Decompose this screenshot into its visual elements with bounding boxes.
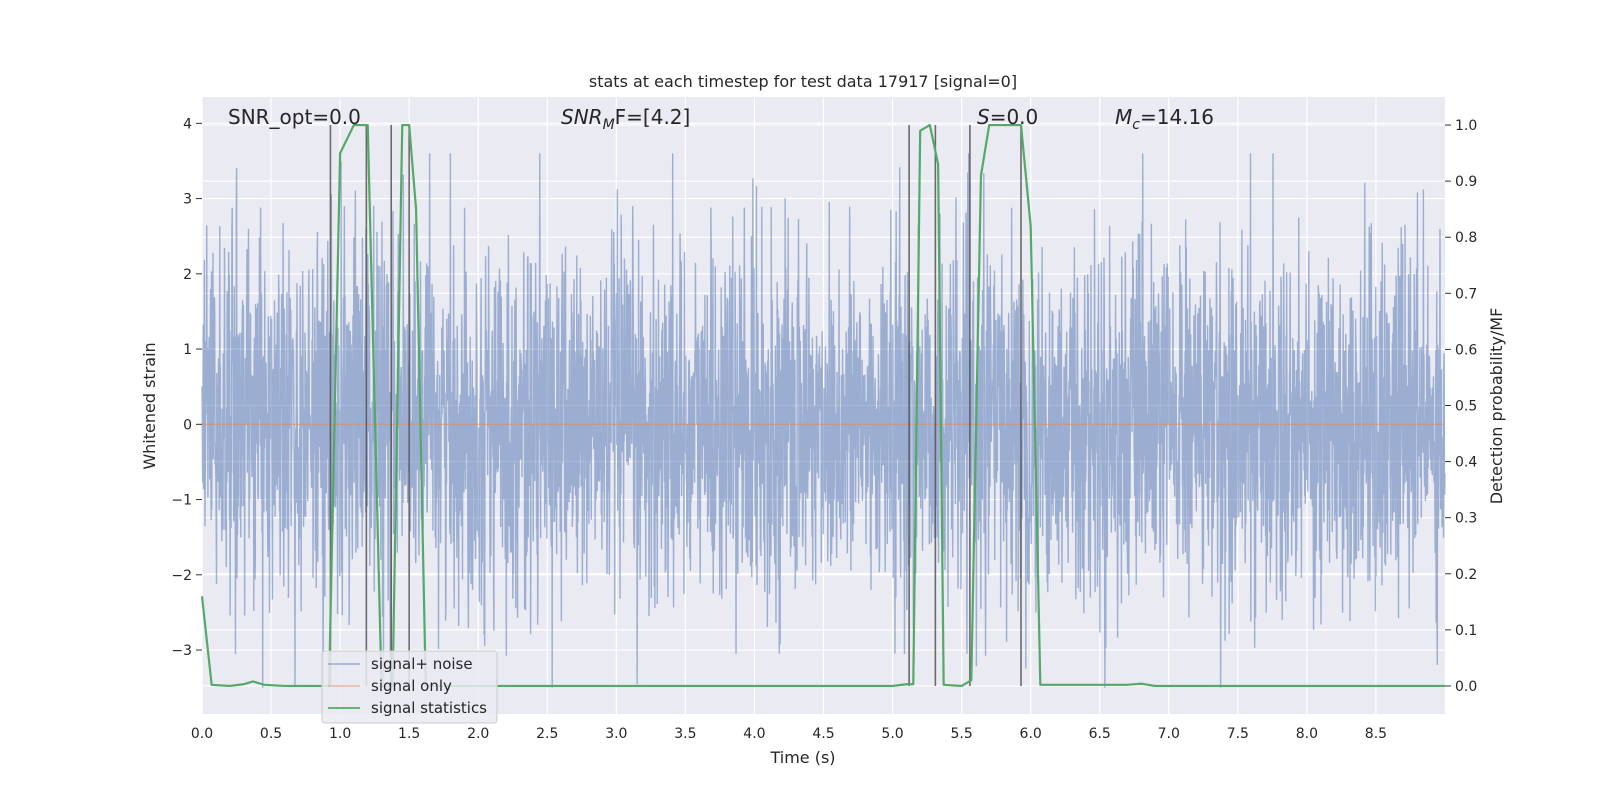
y2-tick-label: 1.0 — [1455, 118, 1477, 134]
x-tick-label: 5.0 — [881, 726, 903, 742]
legend-box — [321, 650, 498, 724]
axes: 0.0 0.5 1.0 1.5 2.0 2.5 3.0 3.5 4.0 4.5 5.0 5.5 6.0 6… — [171, 116, 1477, 742]
annotation-snr-mf: SNRMF=[4.2] — [561, 105, 690, 133]
x-tick-label: 0.0 — [191, 726, 213, 742]
x-tick-label: 4.5 — [812, 726, 834, 742]
y2-tick-label: 0.7 — [1455, 286, 1477, 302]
y2-tick-label: 0.5 — [1455, 399, 1477, 415]
y2-tick-label: 0.2 — [1455, 567, 1477, 583]
y2-tick-label: 0.8 — [1455, 230, 1477, 246]
x-tick-label: 5.5 — [950, 726, 972, 742]
y-axis-label: Whitened strain — [140, 342, 159, 469]
x-tick-label: 8.5 — [1365, 726, 1387, 742]
x-tick-label: 6.0 — [1020, 726, 1042, 742]
annotation-s-rest: =0.0 — [990, 105, 1039, 129]
x-tick-label: 3.5 — [674, 726, 696, 742]
y2-tick-label: 0.3 — [1455, 511, 1477, 527]
legend-label-statistics: signal statistics — [371, 699, 487, 717]
y2-tick-label: 0.1 — [1455, 623, 1477, 639]
annotation-s: S=0.0 — [977, 105, 1038, 129]
x-axis-label: Time (s) — [769, 748, 835, 767]
legend-label-noise: signal+ noise — [371, 655, 473, 673]
annotation-mc-rest: =14.16 — [1140, 105, 1214, 129]
legend-label-signal-only: signal only — [371, 677, 452, 695]
x-tick-label: 6.5 — [1089, 726, 1111, 742]
x-tick-label: 1.5 — [398, 726, 420, 742]
y-tick-label: −3 — [171, 643, 192, 659]
annotation-mc-base: M — [1115, 105, 1132, 129]
annotation-snr-opt: SNR_opt=0.0 — [228, 105, 361, 129]
y-tick-label: 2 — [183, 267, 192, 283]
legend: signal+ noise signal only signal statist… — [321, 650, 498, 724]
y-tick-label: 3 — [183, 192, 192, 208]
chart-title: stats at each timestep for test data 179… — [589, 72, 1017, 91]
annotation-snr-mf-base: SNR — [561, 105, 603, 129]
x-tick-label: 1.0 — [329, 726, 351, 742]
x-tick-label: 2.5 — [536, 726, 558, 742]
x-tick-label: 8.0 — [1296, 726, 1318, 742]
annotation-s-italic: S — [977, 105, 990, 129]
x-tick-label: 7.5 — [1227, 726, 1249, 742]
annotation-snr-mf-rest: F=[4.2] — [615, 105, 691, 129]
x-tick-label: 7.0 — [1158, 726, 1180, 742]
y2-tick-label: 0.6 — [1455, 342, 1477, 358]
y-tick-label: −2 — [171, 568, 192, 584]
x-tick-label: 0.5 — [260, 726, 282, 742]
y-tick-label: 0 — [183, 417, 192, 433]
y2-tick-label: 0.4 — [1455, 455, 1477, 471]
x-tick-label: 3.0 — [605, 726, 627, 742]
y2-tick-label: 0.9 — [1455, 174, 1477, 190]
annotation-mc: Mc=14.16 — [1115, 105, 1214, 133]
y2-tick-label: 0.0 — [1455, 679, 1477, 695]
detection-markers — [329, 125, 1022, 686]
y-tick-label: 4 — [183, 116, 192, 132]
annotation-mc-sub: c — [1132, 117, 1140, 133]
y-tick-label: 1 — [183, 342, 192, 358]
y-tick-label: −1 — [171, 493, 192, 509]
x-tick-label: 4.0 — [743, 726, 765, 742]
x-tick-label: 2.0 — [467, 726, 489, 742]
annotation-snr-mf-sub: M — [603, 117, 615, 133]
y2-axis-label: Detection probability/MF — [1487, 308, 1506, 505]
